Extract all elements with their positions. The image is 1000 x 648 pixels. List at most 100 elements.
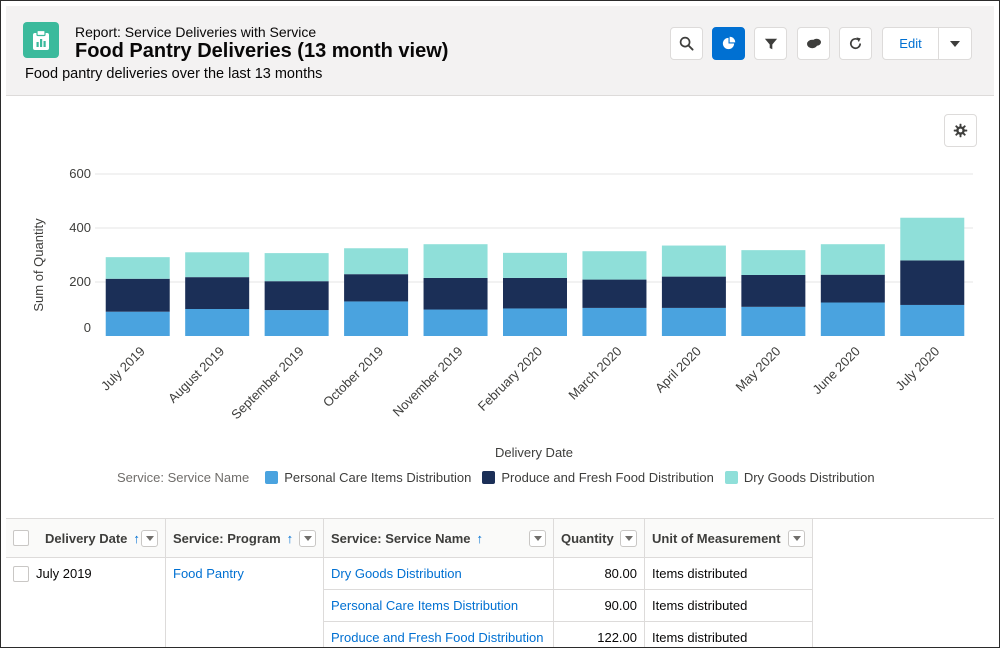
- x-tick-label: October 2019: [320, 344, 386, 410]
- bar-segment-dry-goods: [582, 251, 647, 280]
- column-label: Unit of Measurement: [652, 530, 781, 546]
- column-menu-button[interactable]: [620, 530, 637, 547]
- unit-value: Items distributed: [652, 566, 748, 581]
- x-tick-label: August 2019: [165, 344, 227, 406]
- bar-segment-produce: [900, 260, 965, 305]
- bar-segment-personal-care: [344, 301, 409, 336]
- select-all-checkbox[interactable]: [13, 530, 29, 546]
- chevron-down-icon: [145, 536, 154, 541]
- subscribe-button[interactable]: [797, 27, 830, 60]
- bar-segment-dry-goods: [661, 245, 726, 277]
- search-button[interactable]: [670, 27, 703, 60]
- bar-segment-personal-care: [661, 307, 726, 336]
- bar-segment-produce: [582, 279, 647, 308]
- table-cell-service-name[interactable]: Personal Care Items Distribution: [324, 590, 554, 622]
- bar-segment-personal-care: [820, 302, 885, 336]
- refresh-icon: [850, 37, 862, 50]
- filter-button[interactable]: [754, 27, 787, 60]
- toggle-chart-button[interactable]: [712, 27, 745, 60]
- table-cell-service-name[interactable]: Dry Goods Distribution: [324, 558, 554, 590]
- row-checkbox[interactable]: [13, 566, 29, 582]
- column-menu-button[interactable]: [141, 530, 158, 547]
- legend-swatch: [724, 471, 738, 484]
- report-type-label: Report: Service Deliveries with Service: [75, 24, 317, 40]
- bar-segment-dry-goods: [264, 253, 329, 282]
- bar-segment-personal-care: [900, 304, 965, 336]
- search-icon: [679, 36, 694, 51]
- x-tick-label: February 2020: [475, 344, 545, 414]
- table-cell-quantity: 90.00: [554, 590, 645, 622]
- more-actions-button[interactable]: [939, 28, 971, 59]
- table-cell-delivery-date: July 2019: [6, 558, 166, 647]
- column-header-program[interactable]: Service: Program ↑: [166, 519, 324, 558]
- x-tick-label: June 2020: [809, 344, 863, 398]
- stacked-bar-chart: 0 200 400 600 Sum of Quantity July 2019 August…: [31, 166, 973, 460]
- bar-segment-personal-care: [503, 308, 567, 336]
- bar-segment-dry-goods: [185, 252, 250, 278]
- edit-button[interactable]: Edit: [883, 28, 939, 59]
- page-title: Food Pantry Deliveries (13 month view): [75, 40, 449, 62]
- chevron-down-icon: [533, 536, 542, 541]
- legend-item-produce[interactable]: Produce and Fresh Food Distribution: [482, 470, 714, 485]
- refresh-button[interactable]: [839, 27, 872, 60]
- bar-segment-personal-care: [582, 307, 647, 336]
- bar-segment-personal-care: [185, 309, 250, 336]
- report-clipboard-icon: [23, 22, 59, 58]
- report-table: Delivery Date ↑ Service: Program ↑ Servi…: [6, 518, 994, 647]
- table-cell-unit: Items distributed: [645, 590, 813, 622]
- column-menu-button[interactable]: [299, 530, 316, 547]
- bar-segment-dry-goods: [900, 217, 965, 261]
- bar-segment-produce: [185, 277, 250, 309]
- unit-value: Items distributed: [652, 598, 748, 613]
- bar-segment-produce: [264, 281, 329, 311]
- table-cell-service-name[interactable]: Produce and Fresh Food Distribution: [324, 622, 554, 647]
- bar-segment-produce: [820, 274, 885, 303]
- column-menu-button[interactable]: [529, 530, 546, 547]
- legend-item-personal-care[interactable]: Personal Care Items Distribution: [265, 470, 471, 485]
- column-header-delivery-date[interactable]: Delivery Date ↑: [6, 519, 166, 558]
- sort-ascending-icon: ↑: [476, 530, 483, 546]
- bar-segment-dry-goods: [820, 244, 885, 275]
- bar-segment-personal-care: [105, 311, 170, 336]
- service-name-link[interactable]: Dry Goods Distribution: [331, 566, 462, 581]
- column-header-quantity[interactable]: Quantity: [554, 519, 645, 558]
- pie-chart-icon: [722, 36, 736, 50]
- filter-icon: [764, 38, 777, 49]
- x-tick-label: March 2020: [565, 344, 624, 403]
- legend-swatch: [482, 471, 496, 484]
- bar-segment-personal-care: [741, 306, 806, 336]
- service-name-link[interactable]: Personal Care Items Distribution: [331, 598, 519, 613]
- legend-label: Dry Goods Distribution: [743, 470, 875, 485]
- bar-segment-produce: [503, 277, 567, 309]
- x-tick-label: July 2020: [892, 344, 942, 394]
- delivery-date-value: July 2019: [36, 566, 92, 581]
- bar-segment-personal-care: [264, 310, 329, 336]
- chart-settings-button[interactable]: [944, 114, 977, 147]
- table-cell-program[interactable]: Food Pantry: [166, 558, 324, 647]
- column-label: Service: Service Name: [331, 530, 471, 546]
- bar-segment-dry-goods: [344, 248, 409, 275]
- bar-segment-personal-care: [423, 309, 488, 336]
- report-description: Food pantry deliveries over the last 13 …: [25, 66, 323, 82]
- quantity-value: 90.00: [604, 598, 637, 613]
- program-link[interactable]: Food Pantry: [173, 566, 244, 581]
- column-header-service-name[interactable]: Service: Service Name ↑: [324, 519, 554, 558]
- y-axis-title: Sum of Quantity: [31, 218, 46, 312]
- bar-segment-produce: [105, 278, 170, 312]
- legend-label: Personal Care Items Distribution: [284, 470, 472, 485]
- column-header-unit[interactable]: Unit of Measurement: [645, 519, 813, 558]
- chevron-down-icon: [792, 536, 801, 541]
- sort-ascending-icon: ↑: [286, 530, 294, 546]
- bar-segment-dry-goods: [741, 250, 806, 275]
- gear-icon: [953, 123, 968, 138]
- bar-segment-produce: [661, 276, 726, 308]
- column-label: Delivery Date: [45, 530, 128, 546]
- table-cell-quantity: 80.00: [554, 558, 645, 590]
- bar-segment-dry-goods: [105, 257, 170, 279]
- x-tick-label: April 2020: [652, 344, 704, 396]
- legend-item-dry-goods[interactable]: Dry Goods Distribution: [724, 470, 875, 485]
- column-menu-button[interactable]: [788, 530, 805, 547]
- bar-segment-produce: [423, 277, 488, 310]
- service-name-link[interactable]: Produce and Fresh Food Distribution: [331, 630, 544, 645]
